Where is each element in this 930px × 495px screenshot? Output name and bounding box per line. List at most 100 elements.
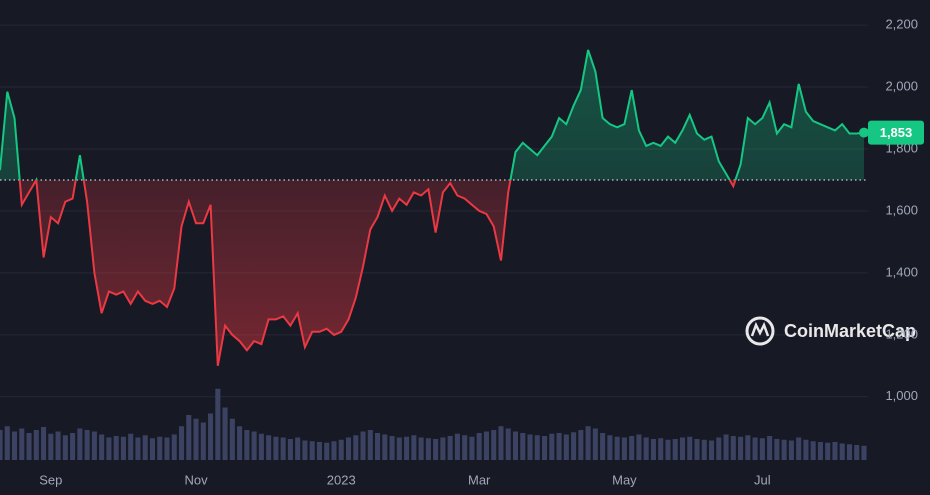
x-tick-label: Jul [754,472,771,487]
x-tick-label: Nov [184,472,208,487]
logo-ring [745,316,775,346]
volume-bar [367,430,373,460]
volume-bar [621,437,627,460]
volume-bar [730,436,736,460]
volume-bar [745,435,751,460]
volume-bar [861,445,867,460]
volume-bar [491,430,497,460]
volume-bar [404,436,410,460]
volume-bar [244,430,250,460]
volume-bar [520,433,526,460]
volume-bar [26,433,32,460]
volume-bar [302,440,308,460]
volume-bar [440,437,446,460]
volume-bar [324,442,330,460]
volume-bar [469,436,475,460]
volume-bar [527,434,533,460]
volume-bar [476,433,482,460]
volume-bar [157,436,163,460]
volume-bar [106,437,112,460]
volume-bar [70,433,76,460]
volume-bar [679,437,686,460]
volume-bar [19,428,25,460]
volume-bar [295,437,301,460]
volume-bar [0,430,3,460]
y-tick-label: 2,200 [885,17,918,32]
volume-bar [62,435,68,460]
volume-bar [77,428,83,460]
volume-bar [280,437,286,460]
volume-bar [759,438,765,460]
volume-bar [629,436,635,460]
volume-bar [113,436,119,460]
volume-bar [222,407,228,460]
volume-bar [716,437,722,460]
volume-bar [701,439,707,460]
volume [0,388,867,460]
current-price-label: 1,853 [880,125,913,140]
volume-bar [817,442,823,460]
volume-bar [592,428,598,460]
volume-bar [338,439,344,460]
volume-bar [723,434,729,460]
volume-bar [578,430,584,460]
area-up [0,49,864,180]
y-tick-label: 1,400 [885,264,918,279]
volume-bar [331,441,337,460]
volume-bar [84,430,90,460]
volume-bar [353,435,359,460]
volume-bar [11,431,18,460]
price-line-up [0,49,865,180]
volume-bar [505,428,511,460]
volume-bar [149,438,156,460]
volume-bar [215,388,221,460]
volume-bar [600,433,606,460]
volume-bar [316,442,323,460]
volume-bar [781,439,787,460]
volume-bar [483,431,489,460]
volume-bar [541,436,548,460]
volume-bar [803,439,809,460]
volume-bar [636,434,642,460]
watermark: CoinMarketCap [745,316,916,346]
x-tick-label: 2023 [327,472,356,487]
volume-bar [193,418,199,460]
volume-bar [120,436,126,460]
volume-bar [258,433,264,460]
volume-bar [810,441,816,460]
volume-bar [447,436,453,460]
volume-bar [563,434,569,460]
volume-bar [425,438,431,460]
volume-bar [55,431,61,460]
volume-bar [694,439,700,460]
y-tick-label: 1,000 [885,388,918,403]
volume-bar [462,435,468,460]
volume-bar [796,437,802,460]
volume-bar [237,426,243,460]
volume-bar [607,435,613,460]
volume-bar [825,442,831,460]
volume-bar [178,426,185,460]
volume-bar [48,433,54,460]
volume-bar [4,426,10,460]
volume-bar [128,433,134,460]
volume-bar [251,431,257,460]
volume-bar [273,436,279,460]
volume-bar [774,439,780,460]
last-point [859,127,869,138]
volume-bar [287,439,293,460]
volume-bar [208,413,214,460]
volume-bar [650,439,656,460]
volume-bar [99,434,105,460]
current-price-box [868,120,924,145]
volume-bar [571,432,577,460]
plot [0,49,869,366]
volume-bar [360,431,366,460]
volume-bar [411,435,417,460]
price-line-down [18,179,737,366]
volume-bar [309,441,315,460]
volume-bar [708,440,715,460]
volume-bar [418,437,424,460]
